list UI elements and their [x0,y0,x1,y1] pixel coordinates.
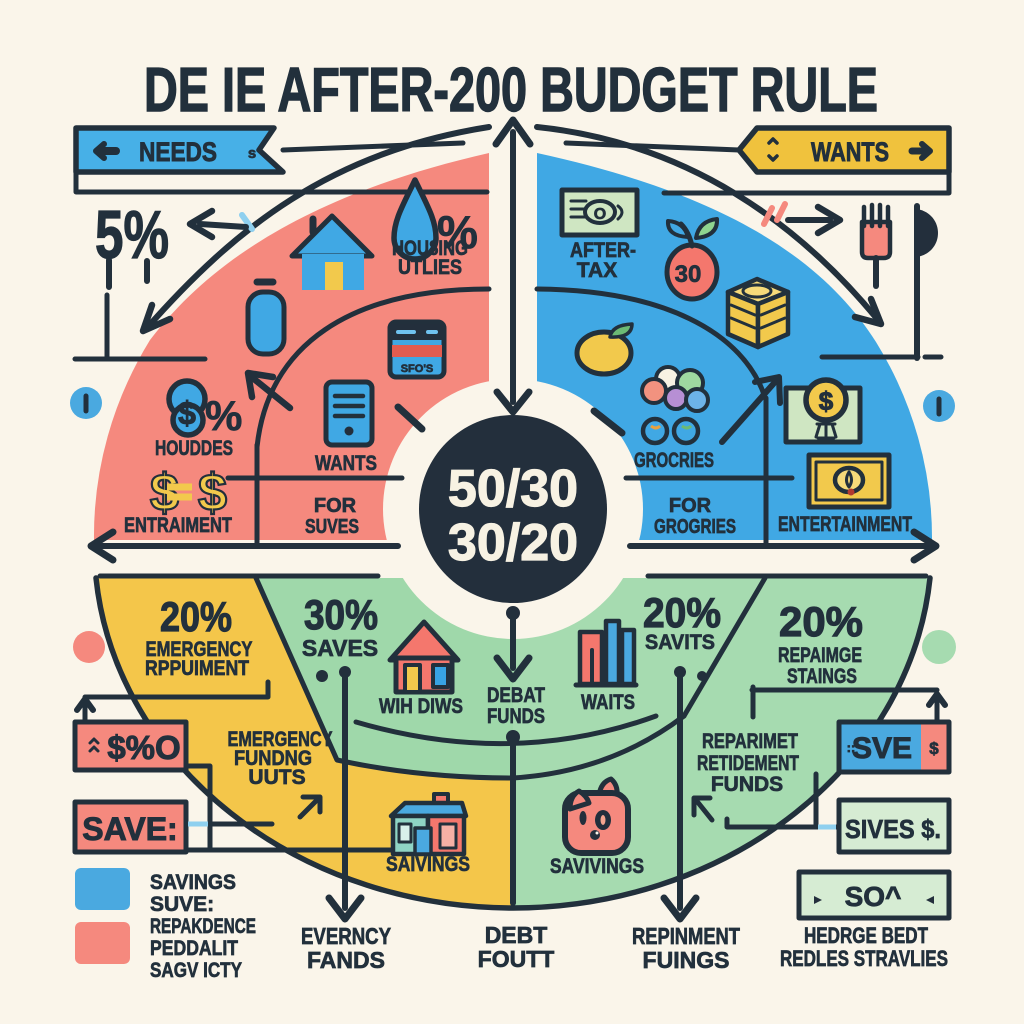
svg-text:30: 30 [675,261,702,288]
svg-text:30%: 30% [304,591,378,638]
svg-text:DEBT: DEBT [485,922,548,948]
svg-text:$: $ [198,464,227,522]
svg-text:SAVES: SAVES [302,635,378,661]
svg-text:%: % [437,206,478,258]
svg-text:REPAIMGE: REPAIMGE [778,644,862,667]
svg-text:$: $ [929,739,939,758]
svg-text:SAGV ICTY: SAGV ICTY [150,959,242,982]
svg-text:SAVITS: SAVITS [645,631,715,654]
svg-text:%: % [205,392,242,439]
svg-text:SIVES $.: SIVES $. [845,814,941,844]
svg-text:FUNDNG: FUNDNG [234,747,312,770]
svg-text:DE IE AFTER-200 BUDGET RULE: DE IE AFTER-200 BUDGET RULE [144,56,878,125]
svg-text:REDLES STRAVLIES: REDLES STRAVLIES [780,946,948,971]
svg-text:SAIVINGS: SAIVINGS [386,853,470,876]
svg-text:RPPUIMENT: RPPUIMENT [145,657,249,680]
svg-text:SAVIVINGS: SAVIVINGS [550,855,644,878]
svg-text:ENTRAIMENT: ENTRAIMENT [124,514,232,537]
svg-text:TAX: TAX [577,259,617,282]
svg-text:EMERGENCY: EMERGENCY [146,638,253,661]
svg-text:SUVE:: SUVE: [150,893,214,916]
svg-text:HOU8ING: HOU8ING [392,237,468,260]
svg-text:::: :: [847,740,856,755]
svg-text:SUVES: SUVES [305,516,359,538]
svg-text:UTLIES: UTLIES [398,256,462,279]
svg-text:RETIDEMENT: RETIDEMENT [697,752,799,775]
svg-text:AFTER-: AFTER- [570,239,636,262]
svg-text:s: s [248,145,256,162]
svg-text:NEEDS: NEEDS [139,137,217,167]
svg-text:WIH DIWS: WIH DIWS [379,695,463,718]
svg-text:FOUTT: FOUTT [478,946,555,972]
svg-text:$%O: $%O [107,729,180,766]
svg-text:UUTS: UUTS [248,766,305,789]
svg-text:FOR: FOR [669,495,712,517]
svg-text:30/20: 30/20 [448,514,578,572]
svg-text:FUNDS: FUNDS [487,705,545,728]
svg-text:50/30: 50/30 [448,460,578,518]
svg-text:REPAKDENCE: REPAKDENCE [150,915,256,938]
svg-text:SVE: SVE [852,732,912,765]
svg-text:$: $ [819,386,834,416]
svg-text:REPINMENT: REPINMENT [632,923,740,949]
svg-text:20%: 20% [779,598,863,645]
svg-text:20%: 20% [643,589,721,636]
svg-text:ENTERTAINMENT: ENTERTAINMENT [778,513,912,536]
svg-text:HEDRGE BEDT: HEDRGE BEDT [804,923,928,948]
svg-text:GROGRIES: GROGRIES [654,516,736,538]
svg-text:EVERNCY: EVERNCY [301,923,391,949]
svg-text:FUINGS: FUINGS [643,947,730,973]
svg-text:DEBAT: DEBAT [487,684,545,707]
svg-text:STAINGS: STAINGS [787,665,857,688]
svg-text:WANTS: WANTS [315,452,377,475]
svg-text:WAITS: WAITS [581,691,635,714]
svg-text:SAVINGS: SAVINGS [150,871,236,894]
svg-text:20%: 20% [160,593,232,640]
svg-text:$: $ [178,395,196,431]
svg-text:EMERGENCY: EMERGENCY [228,728,333,751]
svg-text:SO^: SO^ [845,881,902,912]
svg-text:PEDDALIT: PEDDALIT [150,937,238,960]
svg-text:FUNDS: FUNDS [711,773,783,796]
svg-text:SAVE:: SAVE: [82,811,177,847]
svg-text:$: $ [150,464,179,522]
svg-text:SFO'S: SFO'S [401,363,434,375]
svg-text:FANDS: FANDS [307,947,385,973]
svg-text:GROCRIES: GROCRIES [634,449,714,472]
svg-text:5%: 5% [95,197,169,273]
svg-text:REPARIMET: REPARIMET [702,730,798,753]
svg-text:HOUDDES: HOUDDES [155,437,233,460]
svg-text:FOR: FOR [314,495,357,517]
svg-text:O: O [594,206,606,223]
svg-text:WANTS: WANTS [811,137,889,167]
